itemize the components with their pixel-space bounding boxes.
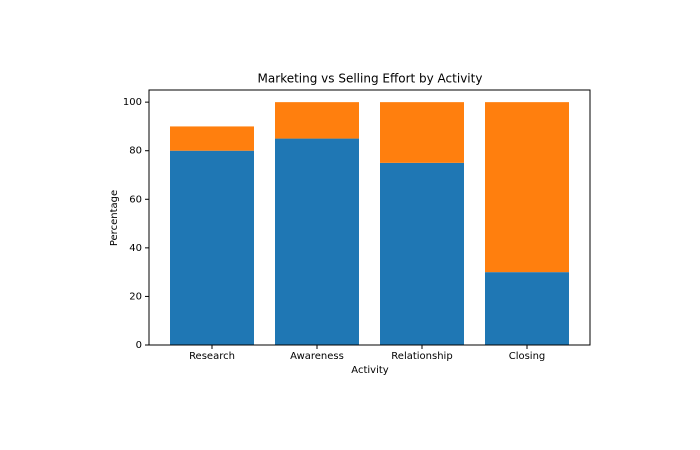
bar-segment [170,126,254,151]
x-tick-label: Research [189,351,235,362]
x-tick-label: Awareness [290,351,344,362]
y-tick-label: 100 [123,97,142,108]
bar-segment [380,162,464,345]
chart-title: Marketing vs Selling Effort by Activity [258,72,483,86]
x-tick-label: Relationship [391,351,452,362]
bar-segment [380,102,464,163]
y-tick-label: 20 [129,291,142,302]
y-tick-label: 80 [129,146,142,157]
bar-segment [275,102,359,139]
x-tick-label: Closing [509,351,546,362]
y-tick-label: 40 [129,243,142,254]
plot-frame [148,89,591,346]
y-tick-label: 0 [136,340,142,351]
bar-segment [485,102,569,273]
bar-segment [170,150,254,345]
x-axis-label: Activity [351,365,388,376]
y-tick-label: 60 [129,194,142,205]
bar-segment [275,138,359,345]
y-axis-label: Percentage [109,190,120,246]
bar-segment [485,272,569,345]
